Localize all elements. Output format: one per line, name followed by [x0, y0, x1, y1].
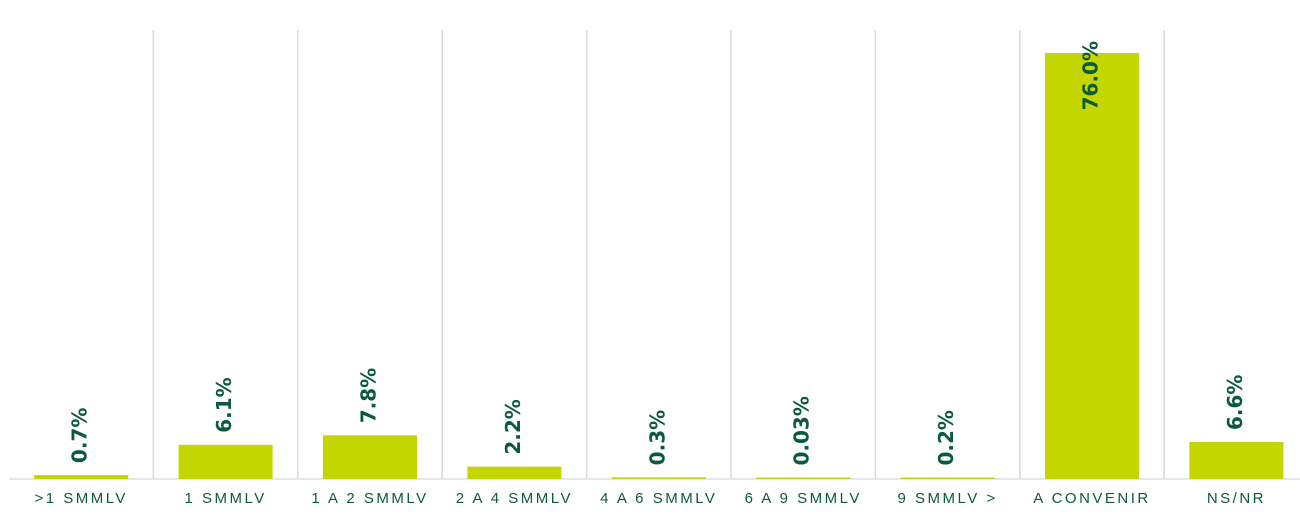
value-label: 0.03% — [790, 396, 814, 465]
category-label: A CONVENIR — [1033, 490, 1151, 507]
category-labels-group: >1 SMMLV 1 SMMLV 1 A 2 SMMLV 2 A 4 SMMLV 4 A… — [34, 490, 1266, 507]
category-label: >1 SMMLV — [34, 490, 128, 507]
category-separators — [152, 30, 1165, 479]
bar — [611, 477, 706, 479]
category-label: NS/NR — [1207, 490, 1266, 507]
bar — [1189, 442, 1284, 479]
category-label: 6 A 9 SMMLV — [745, 490, 862, 507]
value-label: 76.0% — [1079, 41, 1103, 110]
category-label: 9 SMMLV > — [898, 490, 998, 507]
value-labels-group: 0.7% 6.1% 7.8% 2.2% 0.3% 0.03% 0.2% 76.0% 6.6% — [68, 41, 1247, 466]
bar — [900, 477, 995, 479]
bar — [34, 475, 129, 479]
bar — [467, 466, 562, 479]
bar — [178, 444, 273, 479]
category-label: 2 A 4 SMMLV — [456, 490, 573, 507]
value-label: 6.6% — [1223, 375, 1247, 430]
category-label: 1 SMMLV — [184, 490, 266, 507]
value-label: 2.2% — [501, 399, 525, 454]
value-label: 0.2% — [934, 410, 958, 465]
category-label: 4 A 6 SMMLV — [600, 490, 717, 507]
bar — [1045, 53, 1139, 479]
value-label: 0.3% — [645, 410, 669, 465]
category-label: 1 A 2 SMMLV — [311, 490, 428, 507]
value-label: 0.7% — [68, 408, 92, 463]
value-label: 7.8% — [357, 368, 381, 423]
value-label: 6.1% — [212, 377, 236, 432]
bar — [756, 477, 851, 479]
bar — [323, 435, 417, 479]
bars-group — [34, 53, 1284, 479]
